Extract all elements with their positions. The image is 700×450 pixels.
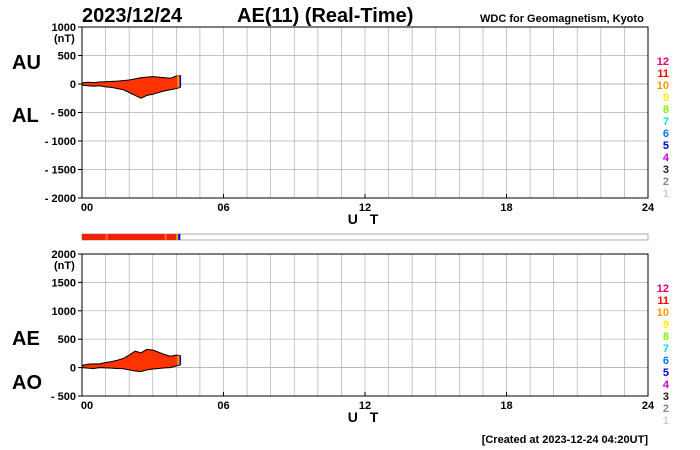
level-legend-label: 11 [657, 295, 669, 307]
bottom-x-ticks: 00 06 12 18 24 [81, 392, 655, 412]
level-legend-label: 1 [663, 188, 669, 200]
y-tick-label: 1000 [52, 306, 76, 318]
level-legend-label: 4 [663, 379, 670, 391]
bottom-data [81, 348, 182, 373]
y-tick-label: - 1000 [45, 136, 76, 148]
level-legend-label: 2 [663, 403, 669, 415]
y-tick-label: 500 [58, 334, 76, 346]
activity-segment [82, 234, 106, 240]
series-line-au [81, 74, 181, 84]
x-tick-label: 18 [500, 202, 512, 214]
level-legend-label: 6 [663, 128, 669, 140]
series-line-al [81, 84, 181, 99]
x-tick-label: 00 [81, 202, 93, 214]
y-tick-label: - 1500 [45, 165, 76, 177]
series-line-ao [81, 364, 181, 373]
x-tick-label: 06 [217, 400, 229, 412]
x-tick-label: 24 [642, 400, 655, 412]
y-tick-label: - 500 [51, 108, 76, 120]
bottom-x-axis-label: U T [348, 409, 383, 425]
y-tick-label: 1000 [52, 22, 76, 34]
activity-segment [105, 234, 108, 240]
y-tick-label: - 2000 [45, 193, 76, 205]
series-area-au-al [81, 75, 181, 99]
y-tick-label: 0 [70, 79, 76, 91]
top-grid [82, 27, 648, 198]
level-legend-label: 10 [657, 307, 669, 319]
activity-segment [164, 234, 167, 240]
top-x-axis-label: U T [348, 211, 383, 227]
activity-segment [166, 234, 177, 240]
y-tick-label: 2000 [52, 249, 76, 261]
activity-segment [178, 234, 181, 240]
level-legend-label: 9 [663, 319, 669, 331]
level-legend-label: 6 [663, 355, 669, 367]
top-x-ticks: 00 06 12 18 24 [81, 194, 655, 214]
level-legend-label: 9 [663, 92, 669, 104]
level-legend-label: 3 [663, 391, 669, 403]
bottom-unit-label: (nT) [54, 260, 75, 272]
x-tick-label: 12 [359, 400, 371, 412]
level-legend-label: 12 [657, 56, 669, 68]
level-legend-label: 4 [663, 152, 670, 164]
al-label: AL [12, 105, 39, 127]
bottom-grid [82, 254, 648, 396]
plot-date: 2023/12/24 [82, 5, 183, 27]
au-label: AU [12, 52, 41, 74]
y-tick-label: - 500 [51, 391, 76, 403]
level-legend-label: 8 [663, 104, 669, 116]
y-tick-label: 0 [70, 363, 76, 375]
level-legend-label: 11 [657, 68, 669, 80]
level-legend-label: 10 [657, 80, 669, 92]
y-tick-label: 500 [58, 51, 76, 63]
series-line-ae [81, 348, 181, 366]
y-tick-label: 1500 [52, 277, 76, 289]
activity-bar [81, 233, 649, 241]
ae-label: AE [12, 328, 40, 350]
data-source: WDC for Geomagnetism, Kyoto [480, 13, 644, 25]
created-timestamp: [Created at 2023-12-24 04:20UT] [482, 434, 649, 446]
ao-label: AO [12, 372, 42, 394]
level-legend-label: 7 [663, 343, 669, 355]
level-legend-label: 2 [663, 176, 669, 188]
x-tick-label: 18 [500, 400, 512, 412]
plot-title: AE(11) (Real-Time) [237, 5, 413, 27]
level-legend-label: 5 [663, 367, 669, 379]
x-tick-label: 00 [81, 400, 93, 412]
top-y-ticks: 1000 500 0 - 500 - 1000 - 1500 - 2000 [45, 22, 82, 205]
top-unit-label: (nT) [54, 33, 75, 45]
bottom-y-ticks: 2000 1500 1000 500 0 - 500 [51, 249, 82, 403]
x-tick-label: 24 [642, 202, 655, 214]
level-legend-label: 1 [663, 415, 669, 427]
level-legend-label: 12 [657, 283, 669, 295]
activity-segment [107, 234, 165, 240]
level-legend-label: 7 [663, 116, 669, 128]
level-legend-label: 3 [663, 164, 669, 176]
x-tick-label: 06 [217, 202, 229, 214]
top-data [81, 74, 182, 99]
level-legend-label: 8 [663, 331, 669, 343]
level-legend-label: 5 [663, 140, 669, 152]
activity-segment [176, 234, 179, 240]
x-tick-label: 12 [359, 202, 371, 214]
